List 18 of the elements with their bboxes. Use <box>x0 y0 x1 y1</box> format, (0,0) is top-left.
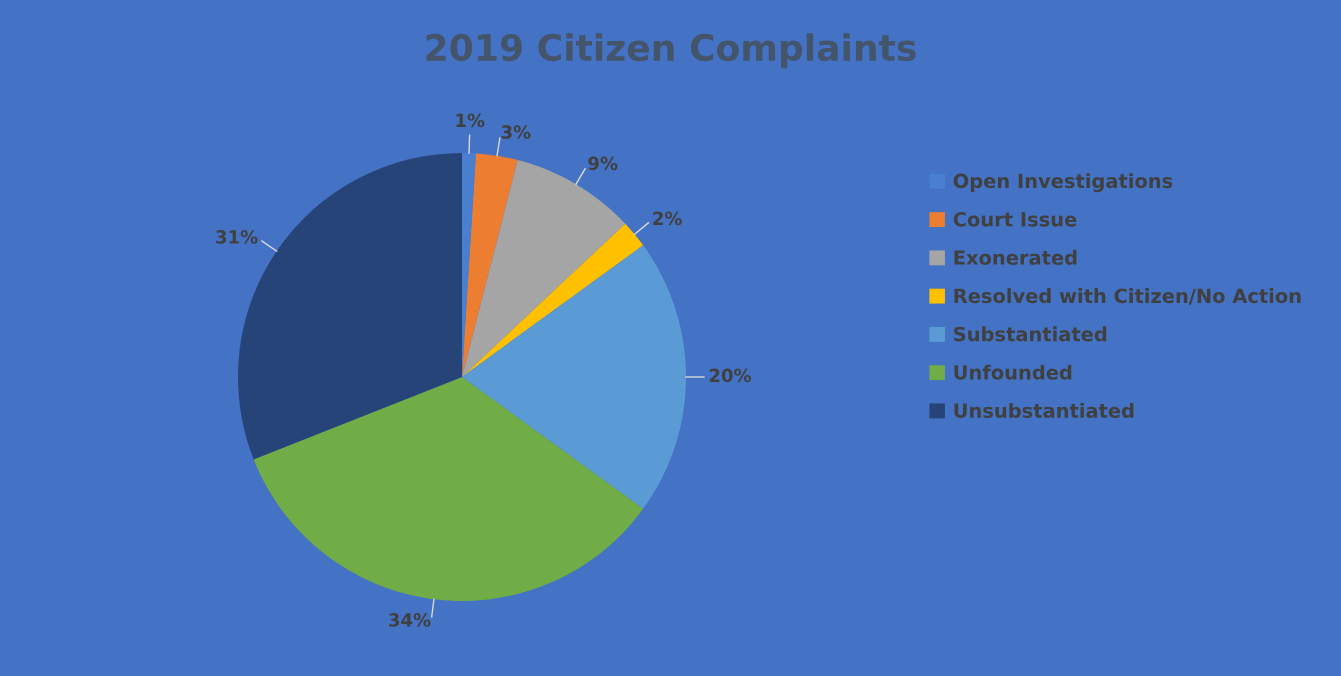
legend-label: Open Investigations <box>953 173 1173 193</box>
pie-slice <box>462 245 686 509</box>
pie-slice <box>462 153 518 377</box>
data-label: 34% <box>389 613 431 627</box>
data-label: 9% <box>588 156 618 171</box>
legend-label: Unsubstantiated <box>954 402 1134 418</box>
legend-label: Unfounded <box>954 364 1072 380</box>
chart-title: 2019 Citizen Complaints <box>426 33 916 69</box>
legend-label: Substantiated <box>954 326 1107 342</box>
data-label: 2% <box>653 211 682 226</box>
pie-slice <box>253 377 644 601</box>
legend-label: Resolved with Citizen/No Action <box>954 288 1301 305</box>
legend-label: Court Issue <box>953 211 1077 227</box>
data-label: 31% <box>216 230 258 244</box>
legend-label: Exonerated <box>954 249 1077 265</box>
data-label: 20% <box>709 368 752 383</box>
data-label: 1% <box>456 113 485 128</box>
data-label: 3% <box>501 125 531 139</box>
